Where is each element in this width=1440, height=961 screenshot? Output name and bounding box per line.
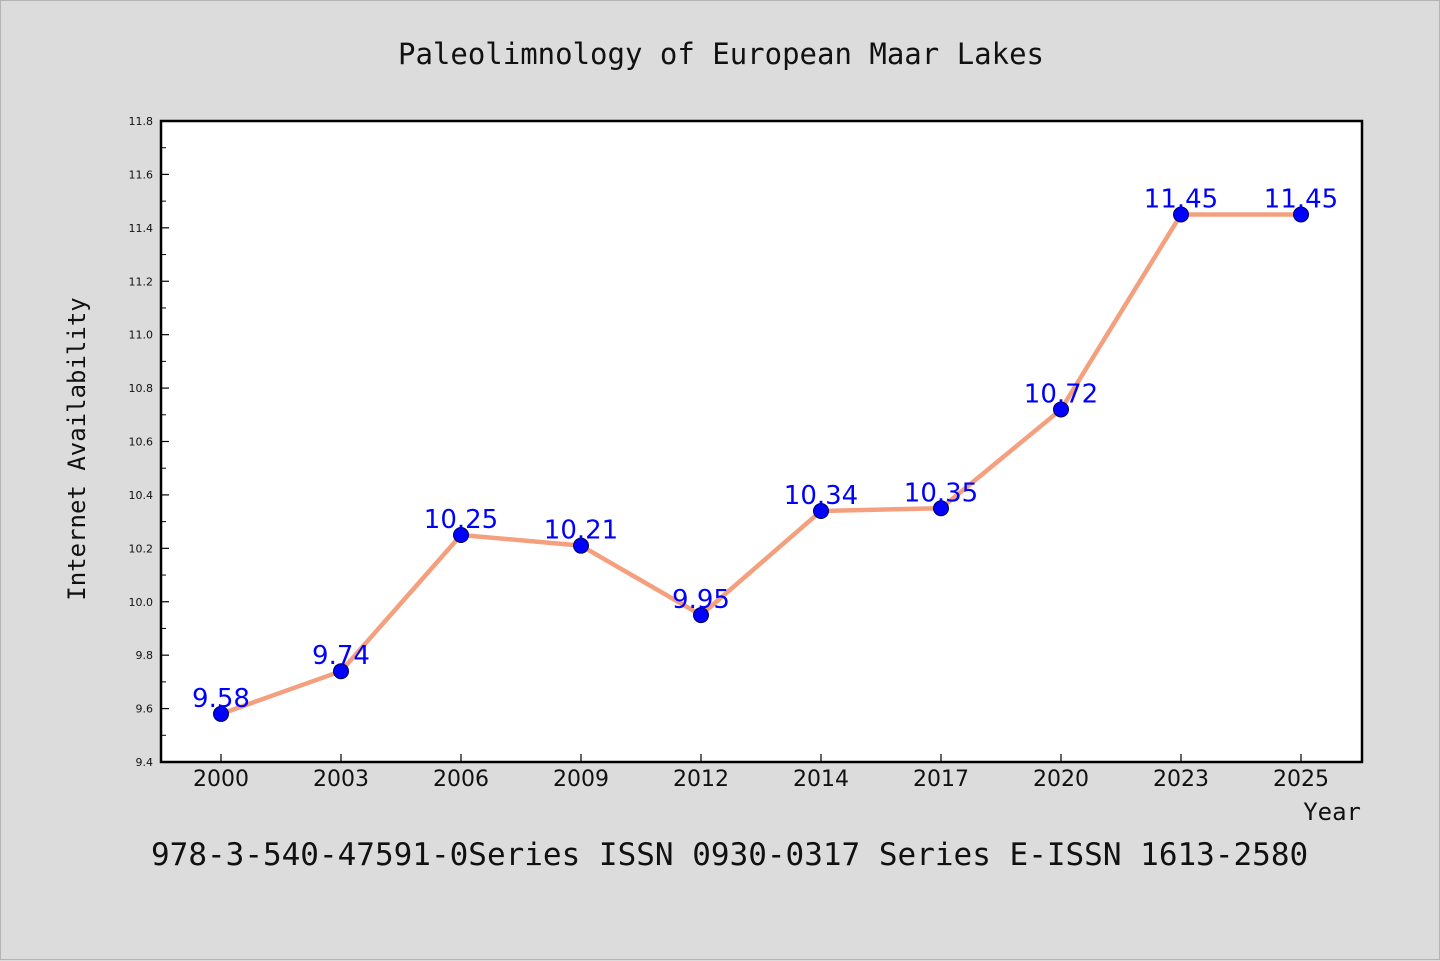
- data-label: 10.34: [784, 481, 858, 511]
- data-point: [813, 502, 829, 519]
- x-tick-label: 2020: [1033, 767, 1089, 792]
- data-point: [213, 705, 229, 722]
- data-label: 10.35: [904, 478, 978, 508]
- data-point: [1053, 401, 1069, 418]
- y-tick-label: 11.4: [129, 222, 154, 235]
- data-label: 10.25: [424, 505, 498, 535]
- data-point: [453, 526, 469, 543]
- series-group: 9.58 9.74 10.25 10.21 9.95 10.34 10.35 10.72 11.…: [192, 184, 1338, 722]
- y-tick-label: 10.2: [129, 542, 154, 555]
- y-axis-label: Internet Availability: [63, 297, 91, 600]
- chart-title: Paleolimnology of European Maar Lakes: [398, 37, 1044, 71]
- x-tick-label: 2000: [193, 767, 249, 792]
- data-label: 10.21: [544, 516, 618, 546]
- y-tick-label: 11.8: [129, 115, 154, 128]
- data-label: 9.74: [312, 641, 370, 671]
- footer-isbn-text: 978-3-540-47591-0Series ISSN 0930-0317 S…: [151, 837, 1308, 873]
- y-tick-label: 11.6: [129, 168, 154, 181]
- y-tick-label: 10.6: [129, 436, 154, 449]
- y-axis: 9.4 9.6 9.8 10.0 10.2 10.4 10.6 10.8 11.0 11.2 11.…: [129, 115, 169, 769]
- y-tick-label: 11.0: [129, 329, 154, 342]
- data-label: 10.72: [1024, 379, 1098, 409]
- data-point: [573, 537, 589, 554]
- data-point: [1293, 206, 1309, 223]
- data-label: 9.58: [192, 684, 250, 714]
- x-tick-label: 2012: [673, 767, 729, 792]
- y-tick-label: 9.4: [136, 756, 154, 769]
- series-line: [218, 212, 1304, 717]
- data-point: [333, 663, 349, 680]
- data-label: 11.45: [1144, 184, 1218, 214]
- x-axis-label: Year: [1303, 798, 1361, 826]
- y-tick-label: 10.4: [129, 489, 154, 502]
- y-tick-label: 9.6: [136, 703, 154, 716]
- y-tick-label: 10.0: [129, 596, 154, 609]
- x-tick-label: 2003: [313, 767, 369, 792]
- x-tick-label: 2014: [793, 767, 849, 792]
- x-tick-label: 2009: [553, 767, 609, 792]
- data-point: [933, 500, 949, 517]
- x-tick-label: 2006: [433, 767, 489, 792]
- plot-area: [159, 119, 1364, 764]
- y-tick-label: 10.8: [129, 382, 154, 395]
- x-axis: 2000 2003 2006 2009 2012 2014 2017 2020 2023 2025: [193, 754, 1329, 792]
- y-tick-label: 11.2: [129, 275, 154, 288]
- x-tick-label: 2023: [1153, 767, 1209, 792]
- y-tick-label: 9.8: [136, 649, 154, 662]
- data-point: [693, 607, 709, 624]
- data-label: 11.45: [1264, 184, 1338, 214]
- data-label: 9.95: [672, 585, 730, 615]
- x-tick-label: 2017: [913, 767, 969, 792]
- data-point: [1173, 206, 1189, 223]
- x-tick-label: 2025: [1273, 767, 1329, 792]
